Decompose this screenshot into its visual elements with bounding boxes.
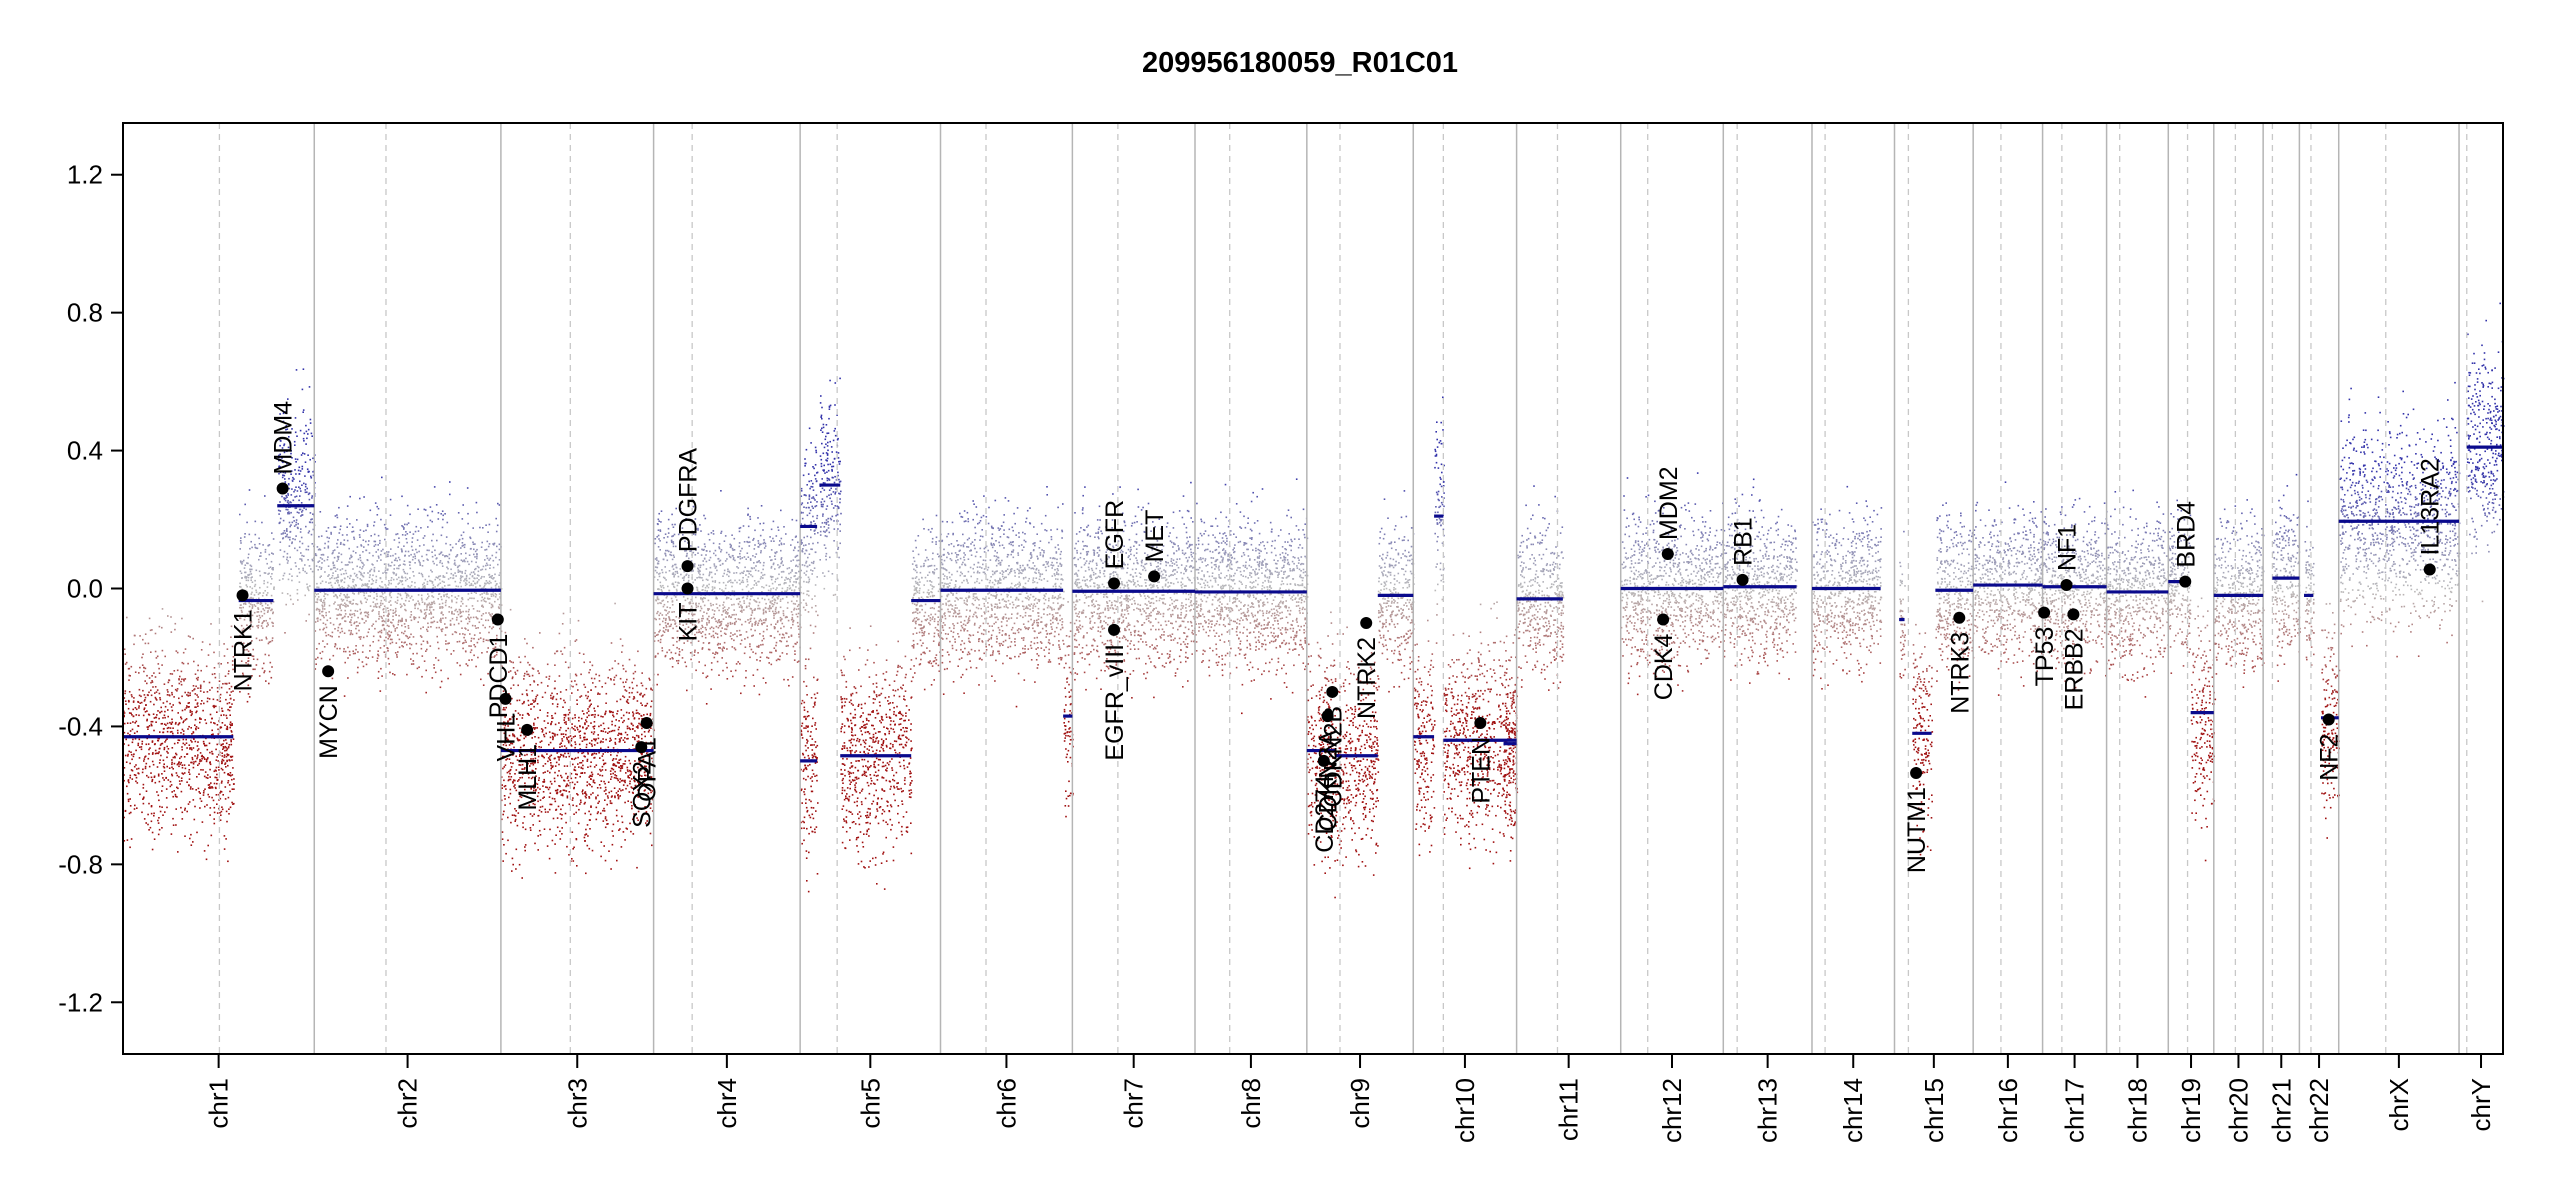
- gene-label-pdgfra: PDGFRA: [675, 448, 703, 553]
- gene-label-nutm1: NUTM1: [1903, 787, 1931, 873]
- gene-marker-ntrk1: [236, 589, 249, 602]
- gene-label-mdm2: MDM2: [1655, 466, 1683, 540]
- gene-label-nf1: NF1: [2053, 524, 2081, 571]
- gene-label-kit: KIT: [675, 603, 703, 642]
- gene-label-tp53: TP53: [2031, 627, 2059, 687]
- x-tick-label-chr13: chr13: [1753, 1078, 1783, 1143]
- x-tick-label-chr9: chr9: [1345, 1078, 1375, 1129]
- gene-marker-il13ra2: [2423, 563, 2436, 576]
- gene-label-erbb2: ERBB2: [2060, 628, 2088, 710]
- y-tick-label: 0.0: [67, 574, 103, 604]
- gene-marker-vhl: [499, 692, 512, 705]
- gene-label-il13ra2: IL13RA2: [2417, 458, 2445, 555]
- x-tick-label-chr11: chr11: [1554, 1078, 1584, 1141]
- gene-marker-mdm4: [276, 482, 289, 495]
- x-tick-label-chr8: chr8: [1236, 1078, 1266, 1129]
- gene-marker-opa1: [640, 716, 653, 729]
- gene-marker-cdkn2b: [1326, 685, 1339, 698]
- gene-marker-erbb2: [2067, 608, 2080, 621]
- x-tick-label-chr19: chr19: [2176, 1078, 2206, 1143]
- gene-marker-kit: [681, 582, 694, 595]
- gene-marker-tp53: [2038, 606, 2051, 619]
- x-tick-label-chr20: chr20: [2223, 1078, 2253, 1143]
- gene-label-cdkn2a: CDKN2A: [1315, 730, 1343, 832]
- gene-marker-pdcd1: [491, 613, 504, 626]
- x-tick-label-chr21: chr21: [2266, 1078, 2296, 1143]
- x-tick-label-chr18: chr18: [2122, 1078, 2152, 1143]
- gene-label-cdk4: CDK4: [1650, 633, 1678, 700]
- x-axis: chr1 chr2 chr3 chr4 chr5 chr6 chr7 chr8 chr9 chr1…: [204, 1054, 2496, 1143]
- gene-marker-mdm2: [1661, 548, 1674, 561]
- x-tick-label-chrY: chrY: [2466, 1078, 2496, 1131]
- y-axis: -1.2 -0.8 -0.4 0.0 0.4 0.8 1.2: [58, 160, 123, 1017]
- gene-label-egfr: EGFR: [1101, 500, 1129, 569]
- gene-label-opa1: OPA1: [634, 737, 662, 802]
- gene-marker-pdgfra: [681, 560, 694, 573]
- x-tick-label-chr4: chr4: [712, 1078, 742, 1129]
- y-tick-label: 1.2: [67, 160, 103, 190]
- gene-label-ntrk2: NTRK2: [1353, 637, 1381, 719]
- gene-label-rb1: RB1: [1730, 517, 1758, 566]
- gene-marker-sox2: [635, 741, 648, 754]
- x-tick-label-chr22: chr22: [2304, 1078, 2334, 1143]
- chromosome-boundaries: [218, 123, 2468, 1054]
- plot-frame: [122, 122, 2504, 1055]
- gene-label-egfr_viii: EGFR_vIII: [1101, 644, 1129, 761]
- gene-label-cdkn2b: CDKN2B: [1319, 706, 1347, 807]
- gene-label-sox2: SOX2: [628, 761, 656, 828]
- gene-marker-ntrk3: [1953, 611, 1966, 624]
- x-tick-label-chr15: chr15: [1919, 1078, 1949, 1143]
- gene-marker-cdkn2a: [1321, 710, 1334, 723]
- y-tick-label: 0.4: [67, 436, 103, 466]
- x-tick-label-chr6: chr6: [991, 1078, 1021, 1129]
- x-tick-label-chr10: chr10: [1450, 1078, 1480, 1143]
- gene-marker-nf2: [2322, 713, 2335, 726]
- gene-marker-cd274: [1317, 754, 1330, 767]
- gene-label-vhl: VHL: [493, 713, 521, 762]
- gene-label-mycn: MYCN: [315, 685, 343, 759]
- x-tick-label-chr1: chr1: [204, 1078, 234, 1129]
- gene-marker-mlh1: [521, 723, 534, 736]
- gene-marker-rb1: [1736, 573, 1749, 586]
- x-tick-label-chr7: chr7: [1119, 1078, 1149, 1129]
- gene-label-met: MET: [1141, 510, 1169, 563]
- x-tick-label-chr14: chr14: [1838, 1078, 1868, 1143]
- x-tick-label-chr17: chr17: [2060, 1078, 2090, 1143]
- probe-points: [123, 302, 2505, 899]
- gene-label-brd4: BRD4: [2172, 501, 2200, 568]
- gene-marker-cdk4: [1657, 613, 1670, 626]
- gene-marker-pten: [1474, 716, 1487, 729]
- gene-marker-mycn: [322, 665, 335, 678]
- x-tick-label-chr16: chr16: [1993, 1078, 2023, 1143]
- gene-marker-nf1: [2060, 579, 2073, 592]
- gene-label-ntrk1: NTRK1: [230, 609, 258, 691]
- gene-marker-met: [1148, 570, 1161, 583]
- x-tick-label-chr2: chr2: [393, 1078, 423, 1129]
- y-tick-label: -0.4: [58, 711, 103, 741]
- gene-label-pten: PTEN: [1467, 737, 1495, 804]
- x-tick-label-chr12: chr12: [1657, 1078, 1687, 1143]
- gene-label-nf2: NF2: [2316, 734, 2344, 781]
- gene-marker-nutm1: [1910, 766, 1923, 779]
- gene-marker-brd4: [2179, 575, 2192, 588]
- x-tick-label-chr5: chr5: [855, 1078, 885, 1129]
- gene-label-cd274: CD274: [1311, 775, 1339, 853]
- gene-marker-ntrk2: [1360, 616, 1373, 629]
- y-tick-label: -1.2: [58, 987, 103, 1017]
- x-tick-label-chr3: chr3: [562, 1078, 592, 1129]
- y-tick-label: 0.8: [67, 298, 103, 328]
- y-tick-label: -0.8: [58, 849, 103, 879]
- gene-label-mlh1: MLH1: [514, 744, 542, 811]
- segment-lines: [123, 445, 2503, 763]
- gene-marker-egfr_viii: [1108, 623, 1121, 636]
- x-tick-label-chrX: chrX: [2384, 1078, 2414, 1131]
- gene-label-ntrk3: NTRK3: [1946, 632, 1974, 714]
- chart-title: 209956180059_R01C01: [1142, 47, 1458, 79]
- gene-label-pdcd1: PDCD1: [485, 634, 513, 719]
- gene-label-mdm4: MDM4: [270, 401, 298, 475]
- gene-marker-egfr: [1108, 577, 1121, 590]
